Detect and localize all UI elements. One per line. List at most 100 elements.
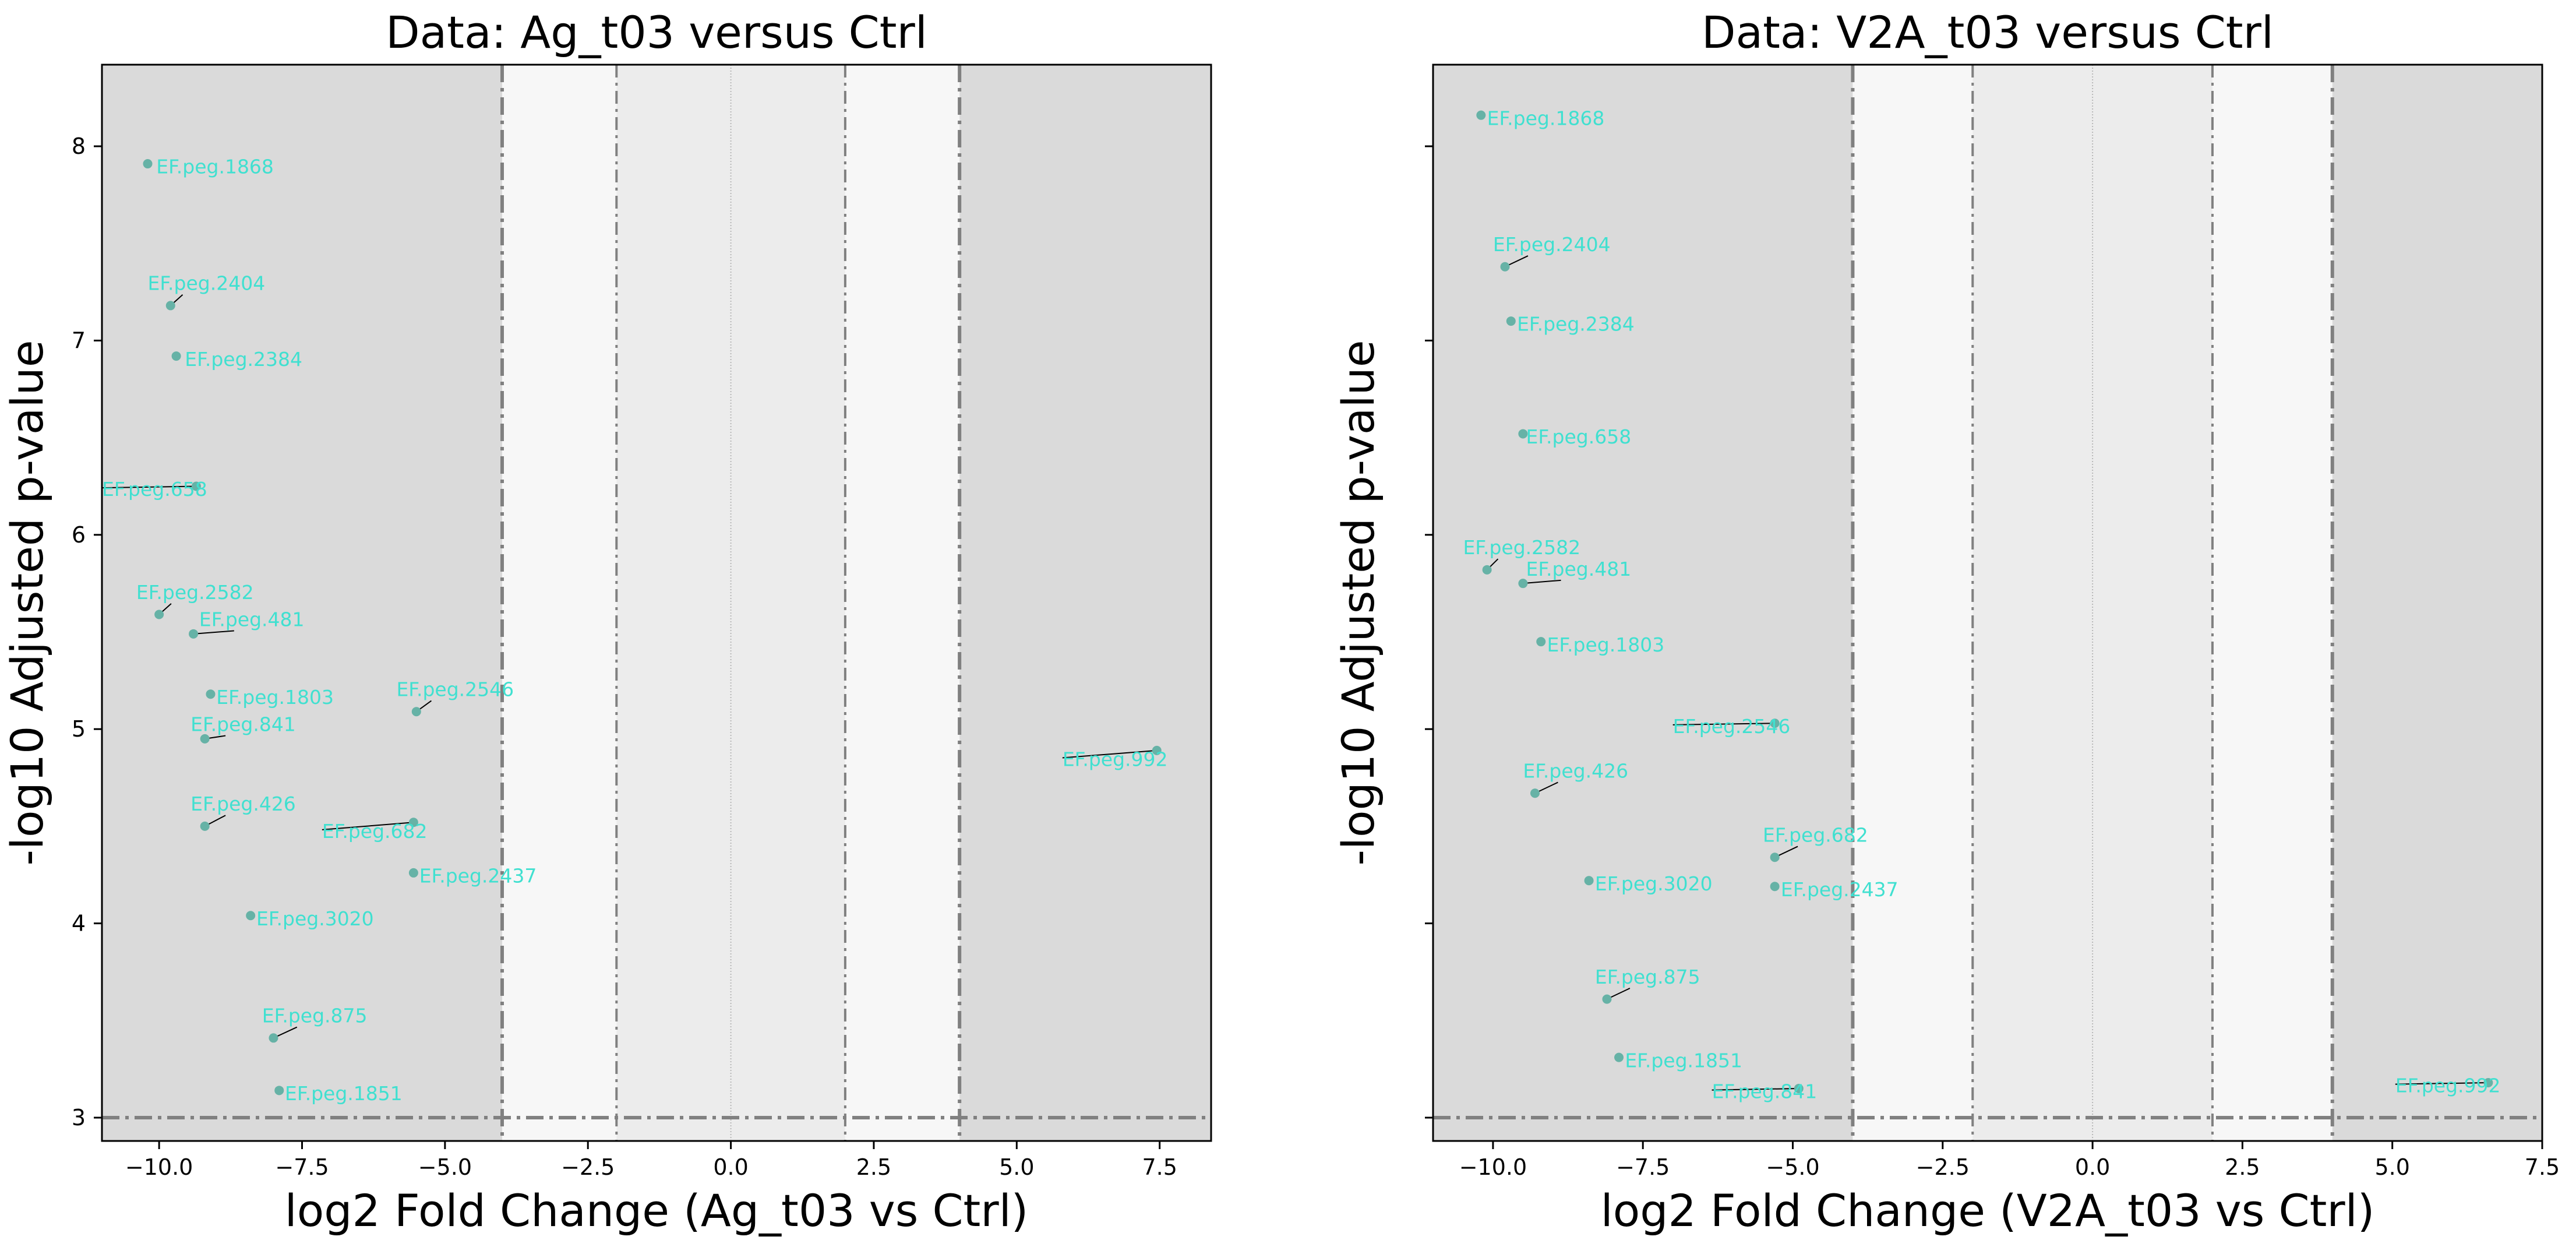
point-label: EF.peg.2437 <box>1781 878 1899 901</box>
data-point-ef-peg-2404 <box>165 301 175 311</box>
y-tick-label: 8 <box>72 133 86 159</box>
point-label: EF.peg.682 <box>322 820 428 843</box>
fold-zone-0 <box>102 65 503 1141</box>
data-point-ef-peg-2437 <box>1770 882 1780 892</box>
point-label: EF.peg.658 <box>102 478 207 501</box>
point-label: EF.peg.992 <box>1063 748 1168 771</box>
fold-zone-1 <box>1852 65 1973 1141</box>
x-tick-label: −5.0 <box>1766 1154 1819 1180</box>
chart-title: Data: Ag_t03 versus Ctrl <box>386 6 927 58</box>
volcano-plot-v2a-t03: EF.peg.1868 EF.peg.2404 EF.peg.2384 EF.peg.… <box>1332 6 2560 1237</box>
x-tick-label: −2.5 <box>1916 1154 1970 1180</box>
data-point-ef-peg-875 <box>269 1033 278 1043</box>
data-point-ef-peg-658 <box>1518 429 1528 439</box>
data-point-ef-peg-841 <box>200 734 210 744</box>
data-point-ef-peg-426 <box>200 821 210 831</box>
data-point-ef-peg-875 <box>1602 994 1612 1004</box>
x-tick-label: −10.0 <box>1459 1154 1527 1180</box>
data-point-ef-peg-426 <box>1530 788 1540 798</box>
x-tick-label: −7.5 <box>1616 1154 1670 1180</box>
point-label: EF.peg.841 <box>190 713 296 736</box>
label-connector <box>2395 1082 2489 1085</box>
label-connector <box>1672 723 1775 725</box>
data-point-ef-peg-2437 <box>408 868 418 878</box>
data-point-ef-peg-682 <box>408 818 418 827</box>
fold-zone-2 <box>1972 65 2212 1141</box>
point-label: EF.peg.1803 <box>1547 633 1665 656</box>
point-label: EF.peg.2404 <box>148 272 266 295</box>
x-tick-label: 5.0 <box>999 1154 1034 1180</box>
fold-zone-0 <box>1433 65 1853 1141</box>
x-tick-label: 7.5 <box>1142 1154 1177 1180</box>
y-tick-label: 3 <box>72 1105 86 1130</box>
label-connector <box>1712 1087 1799 1091</box>
point-label: EF.peg.1851 <box>1625 1049 1742 1072</box>
point-label: EF.peg.2546 <box>396 678 514 701</box>
data-point-ef-peg-2384 <box>171 351 181 361</box>
point-label: EF.peg.1868 <box>1487 107 1605 129</box>
fold-zone-4 <box>2332 65 2542 1141</box>
point-label: EF.peg.426 <box>190 792 296 815</box>
label-connector <box>322 822 414 830</box>
point-label: EF.peg.2546 <box>1673 715 1791 738</box>
data-point-ef-peg-992 <box>1152 745 1162 755</box>
label-connector <box>193 630 234 635</box>
label-connector <box>101 485 196 489</box>
data-point-ef-peg-3020 <box>246 911 256 921</box>
point-label: EF.peg.2582 <box>136 581 254 604</box>
x-tick-label: 2.5 <box>856 1154 891 1180</box>
data-point-ef-peg-1868 <box>143 159 153 169</box>
point-label: EF.peg.658 <box>1526 425 1632 448</box>
point-label: EF.peg.426 <box>1523 760 1628 783</box>
y-tick-label: 4 <box>72 911 86 936</box>
data-point-ef-peg-682 <box>1770 853 1780 862</box>
point-label: EF.peg.2384 <box>1517 313 1635 336</box>
x-tick-label: −2.5 <box>561 1154 615 1180</box>
data-point-ef-peg-2582 <box>1482 565 1492 575</box>
label-connector <box>1062 749 1157 759</box>
chart-title: Data: V2A_t03 versus Ctrl <box>1702 6 2274 58</box>
fold-zone-4 <box>959 65 1211 1141</box>
data-point-ef-peg-481 <box>1518 579 1528 589</box>
fold-zone-3 <box>845 65 960 1141</box>
x-tick-label: −5.0 <box>418 1154 472 1180</box>
x-axis-label: log2 Fold Change (Ag_t03 vs Ctrl) <box>285 1185 1029 1237</box>
point-label: EF.peg.2437 <box>419 865 537 887</box>
data-point-ef-peg-1851 <box>274 1086 284 1096</box>
y-axis-label: -log10 Adjusted p-value <box>1332 340 1384 865</box>
point-label: EF.peg.481 <box>1526 558 1632 580</box>
point-label: EF.peg.841 <box>1712 1080 1818 1103</box>
data-point-ef-peg-992 <box>2483 1077 2493 1087</box>
point-label: EF.peg.2582 <box>1463 536 1580 559</box>
y-axis-label: -log10 Adjusted p-value <box>1 340 53 865</box>
point-label: EF.peg.3020 <box>1595 872 1713 895</box>
data-point-ef-peg-481 <box>189 629 199 639</box>
x-tick-label: 5.0 <box>2374 1154 2409 1180</box>
data-point-ef-peg-2546 <box>1770 718 1780 728</box>
data-point-ef-peg-841 <box>1794 1083 1804 1093</box>
label-connector <box>1523 579 1561 584</box>
point-label: EF.peg.1851 <box>285 1082 403 1105</box>
data-point-ef-peg-2546 <box>411 707 421 717</box>
data-point-ef-peg-1851 <box>1614 1052 1624 1062</box>
data-point-ef-peg-2582 <box>154 610 164 619</box>
point-label: EF.peg.1803 <box>216 686 334 709</box>
data-point-ef-peg-1803 <box>1536 637 1546 647</box>
y-tick-label: 5 <box>72 716 86 742</box>
point-label: EF.peg.2384 <box>185 348 302 371</box>
point-label: EF.peg.3020 <box>256 907 374 930</box>
data-point-ef-peg-658 <box>191 481 201 491</box>
data-point-ef-peg-1803 <box>206 689 216 699</box>
data-point-ef-peg-2404 <box>1500 262 1510 272</box>
point-label: EF.peg.2404 <box>1493 233 1611 256</box>
volcano-plot-ag-t03: EF.peg.1868 EF.peg.2404 EF.peg.2384 EF.peg.… <box>1 6 1212 1237</box>
data-point-ef-peg-1868 <box>1476 110 1486 120</box>
plot-frame <box>101 64 1212 1142</box>
point-label: EF.peg.992 <box>2395 1075 2501 1097</box>
fold-zone-1 <box>502 65 617 1141</box>
point-label: EF.peg.875 <box>262 1005 368 1027</box>
point-label: EF.peg.875 <box>1595 966 1700 988</box>
fold-zone-2 <box>616 65 845 1141</box>
x-tick-label: 0.0 <box>713 1154 748 1180</box>
x-tick-label: 7.5 <box>2525 1154 2560 1180</box>
